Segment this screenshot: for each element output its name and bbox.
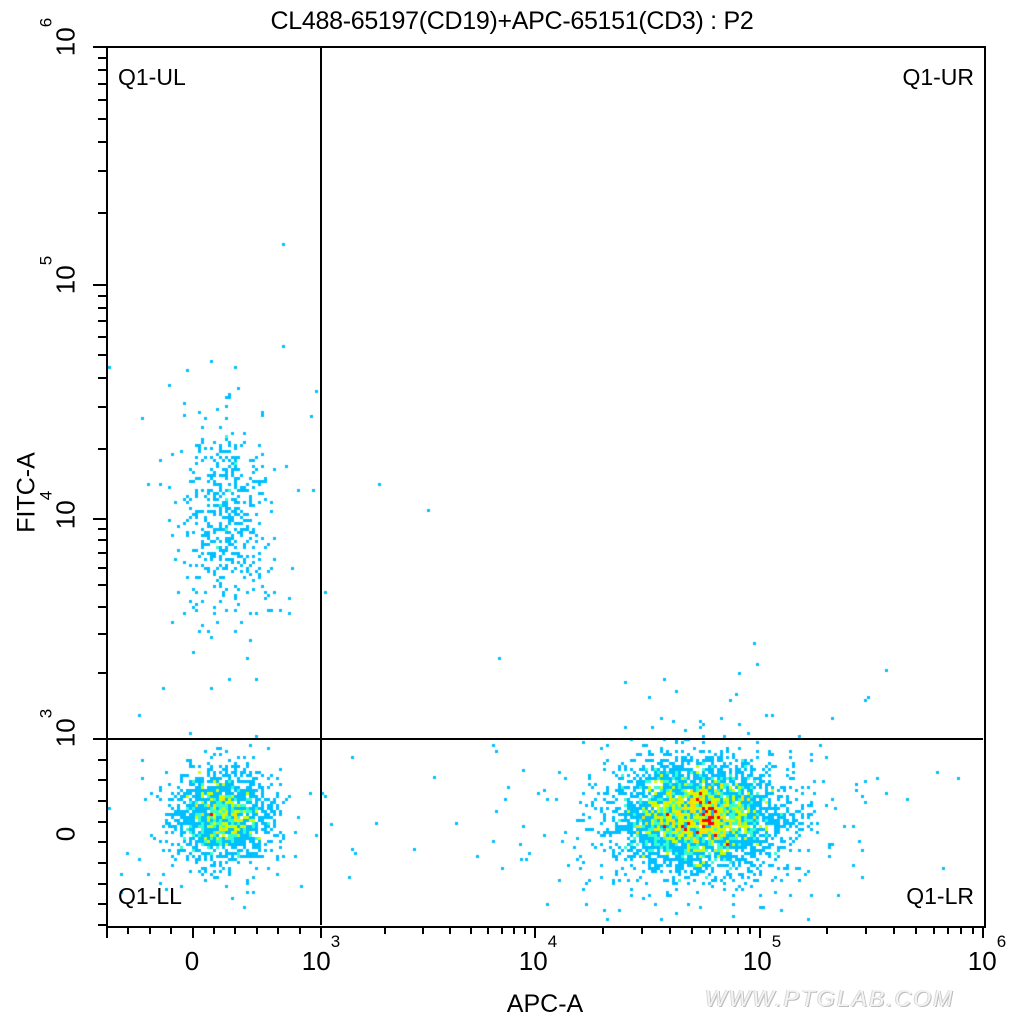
watermark: WWW.PTGLAB.COM (705, 985, 955, 1011)
tick-mark (148, 926, 151, 934)
tick-mark (98, 354, 107, 357)
tick-mark (971, 926, 974, 934)
tick-mark (98, 306, 107, 309)
tick-mark (98, 841, 107, 844)
tick-mark (98, 800, 107, 802)
y-tick-label-1e6: 106 (36, 17, 81, 57)
tick-mark (93, 738, 107, 740)
tick-mark (469, 926, 472, 934)
scatter-points (108, 48, 983, 925)
tick-mark (98, 56, 107, 59)
x-tick-label-1e6: 106 (967, 932, 1007, 976)
x-tick-label-1e5: 105 (742, 932, 782, 976)
y-tick-label-1e4: 104 (36, 490, 81, 530)
tick-mark (98, 758, 107, 761)
quadrant-label-ul: Q1-UL (118, 64, 186, 90)
tick-mark (865, 926, 868, 934)
tick-mark (759, 926, 761, 938)
tick-mark (422, 926, 425, 934)
tick-mark (691, 926, 694, 934)
tick-mark (932, 926, 935, 934)
tick-mark (98, 447, 107, 450)
tick-mark (724, 926, 727, 934)
tick-mark (947, 926, 950, 934)
tick-mark (98, 584, 107, 587)
quadrant-label-lr: Q1-LR (906, 883, 974, 909)
tick-mark (127, 926, 130, 934)
tick-mark (98, 170, 107, 173)
tick-mark (234, 926, 237, 934)
quadrant-gate-horizontal[interactable] (108, 738, 983, 740)
plot-area (106, 46, 986, 928)
tick-mark (98, 294, 107, 297)
tick-mark (98, 862, 107, 864)
tick-mark (98, 140, 107, 143)
tick-mark (98, 82, 107, 85)
tick-mark (641, 926, 644, 934)
tick-mark (93, 284, 107, 286)
tick-mark (500, 926, 503, 934)
tick-mark (826, 926, 829, 934)
tick-mark (277, 926, 280, 934)
tick-mark (98, 566, 107, 569)
tick-mark (98, 335, 107, 338)
tick-mark (893, 926, 896, 934)
x-axis-label: APC-A (506, 990, 584, 1018)
tick-mark (513, 926, 516, 934)
tick-mark (98, 552, 107, 555)
tick-mark (669, 926, 672, 934)
tick-mark (98, 377, 107, 380)
tick-mark (748, 926, 751, 934)
tick-mark (98, 117, 107, 120)
tick-mark (98, 98, 107, 101)
tick-mark (98, 212, 107, 215)
quadrant-gate-vertical[interactable] (320, 48, 322, 925)
tick-mark (98, 69, 107, 72)
tick-mark (98, 633, 107, 636)
tick-mark (106, 926, 108, 938)
x-tick-label-1e4: 104 (518, 932, 558, 976)
tick-mark (448, 926, 451, 934)
x-tick-label-1e3: 103 (301, 932, 341, 976)
tick-mark (960, 926, 963, 934)
chart-title: CL488-65197(CD19)+APC-65151(CD3) : P2 (270, 7, 754, 35)
tick-mark (524, 926, 527, 934)
y-tick-label-1e3: 103 (36, 708, 81, 748)
tick-mark (213, 926, 215, 934)
tick-mark (93, 518, 107, 520)
tick-mark (98, 528, 107, 531)
tick-mark (298, 926, 301, 934)
y-tick-label-1e5: 105 (36, 255, 81, 295)
tick-mark (98, 820, 107, 823)
tick-mark (534, 926, 536, 938)
tick-mark (601, 926, 604, 934)
quadrant-label-ur: Q1-UR (902, 64, 974, 90)
tick-mark (255, 926, 258, 934)
tick-mark (982, 926, 984, 938)
tick-mark (98, 924, 107, 926)
tick-mark (737, 926, 740, 934)
tick-mark (98, 882, 107, 885)
x-tick-label-0: 0 (184, 946, 200, 976)
tick-mark (98, 320, 107, 323)
tick-mark (98, 539, 107, 542)
tick-mark (384, 926, 387, 934)
tick-mark (98, 605, 107, 608)
tick-mark (98, 406, 107, 409)
tick-mark (93, 46, 107, 48)
tick-mark (191, 926, 194, 938)
tick-mark (914, 926, 917, 934)
y-axis-label: FITC-A (12, 452, 41, 533)
tick-mark (98, 671, 107, 674)
tick-mark (98, 779, 107, 782)
tick-mark (320, 926, 322, 938)
quadrant-label-ll: Q1-LL (118, 883, 182, 909)
tick-mark (486, 926, 489, 934)
y-tick-label-0: 0 (50, 826, 81, 842)
tick-mark (170, 926, 173, 934)
tick-mark (98, 903, 107, 906)
tick-mark (709, 926, 712, 934)
